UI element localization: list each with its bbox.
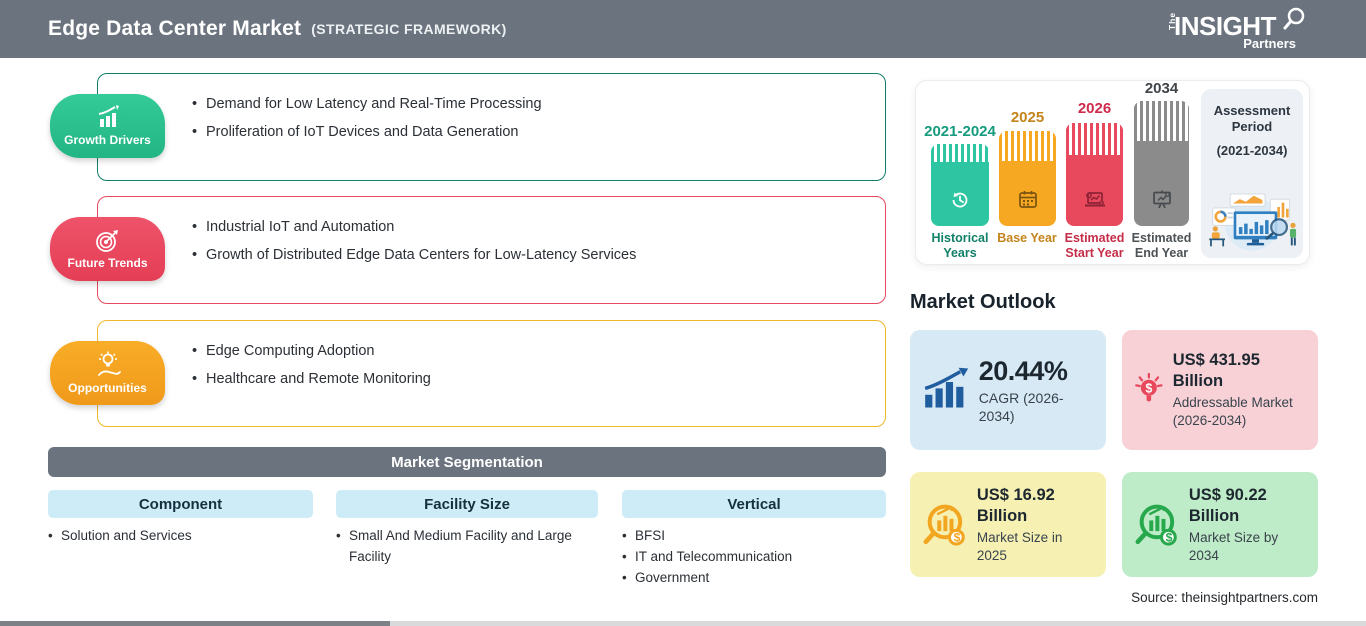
addressable-market-value: US$ 431.95 Billion <box>1172 351 1260 390</box>
horizontal-scrollbar-track[interactable] <box>0 621 1366 626</box>
logo-insight-text: INSIGHT <box>1174 11 1276 41</box>
bar-chart-arrow-icon <box>98 105 119 127</box>
logo-partners-text: Partners <box>1243 36 1296 51</box>
bar-estimated-start-year: $ <box>1066 123 1123 226</box>
bullet-item: Growth of Distributed Edge Data Centers … <box>192 245 636 265</box>
svg-text:$: $ <box>1166 530 1173 544</box>
opportunities-badge: Opportunities <box>50 341 165 405</box>
growth-chart-icon <box>924 367 969 408</box>
assessment-period-panel: Assessment Period (2021-2034) <box>1201 89 1303 258</box>
bar-stripe-cap <box>931 144 989 162</box>
bullet-item: Demand for Low Latency and Real-Time Pro… <box>192 94 542 114</box>
year-base: 2025 <box>1010 109 1045 126</box>
bulb-dollar-icon: $ <box>1135 372 1163 402</box>
assessment-period-range: (2021-2034) <box>1216 143 1288 158</box>
presentation-icon <box>1152 190 1171 209</box>
market-size-2025-card: $ US$ 16.92 Billion Market Size in 2025 <box>910 472 1106 577</box>
bar-base-year <box>999 131 1056 226</box>
market-size-2034-card: $ US$ 90.22 Billion Market Size by 2034 <box>1122 472 1318 577</box>
laptop-chart-icon: $ <box>1084 192 1105 207</box>
opportunities-bullets: Edge Computing Adoption Healthcare and R… <box>192 341 431 397</box>
bar-stripe-cap <box>1066 123 1123 155</box>
svg-text:$: $ <box>1100 201 1103 206</box>
list-item: Solution and Services <box>48 525 318 546</box>
component-items: Solution and Services <box>48 525 318 546</box>
svg-text:$: $ <box>1145 381 1152 395</box>
assessment-period-title: Assessment Period <box>1213 103 1291 134</box>
page-title: Edge Data Center Market <box>48 17 302 40</box>
vertical-items: BFSI IT and Telecommunication Government <box>622 525 886 588</box>
cagr-value: 20.44% <box>978 355 1068 386</box>
market-size-2025-value: US$ 16.92 Billion <box>976 485 1055 525</box>
magnifier-icon <box>1283 7 1305 30</box>
bar-stripe-cap <box>999 131 1056 161</box>
future-trends-bullets: Industrial IoT and Automation Growth of … <box>192 217 636 273</box>
opportunities-label: Opportunities <box>68 381 147 395</box>
cagr-desc: CAGR (2026-2034) <box>978 389 1064 424</box>
market-size-2034-value: US$ 90.22 Billion <box>1188 485 1267 525</box>
label-estimated-end-year: Estimated End Year <box>1131 231 1192 260</box>
bullet-item: Edge Computing Adoption <box>192 341 431 361</box>
year-est-end: 2034 <box>1144 80 1179 97</box>
market-size-2034-desc: Market Size by 2034 <box>1188 529 1279 563</box>
insight-partners-logo: The INSIGHT Partners <box>1160 7 1310 51</box>
year-historical: 2021-2024 <box>924 123 996 140</box>
segment-column-vertical: Vertical <box>622 490 886 518</box>
label-base-year: Base Year <box>997 231 1057 245</box>
list-item: Government <box>622 567 886 588</box>
label-estimated-start-year: Estimated Start Year <box>1064 231 1125 260</box>
addressable-market-desc: Addressable Market (2026-2034) <box>1172 395 1293 428</box>
bar-historical-years <box>931 144 989 226</box>
segment-column-component: Component <box>48 490 313 518</box>
facility-size-items: Small And Medium Facility and Large Faci… <box>336 525 594 567</box>
source-attribution: Source: theinsightpartners.com <box>1131 590 1318 605</box>
label-historical-years: Historical Years <box>931 231 989 260</box>
market-outlook-heading: Market Outlook <box>910 291 1056 313</box>
svg-text:$: $ <box>954 530 961 544</box>
segment-column-facility-size: Facility Size <box>336 490 598 518</box>
addressable-market-card: $ US$ 431.95 Billion Addressable Market … <box>1122 330 1318 450</box>
magnifier-bars-icon: $ <box>1135 504 1177 546</box>
bulb-hand-icon <box>97 351 121 376</box>
header-bar: Edge Data Center Market (STRATEGIC FRAME… <box>0 0 1366 58</box>
target-arrow-icon <box>95 230 118 252</box>
bar-estimated-end-year <box>1134 101 1189 226</box>
bar-stripe-cap <box>1134 101 1189 141</box>
bullet-item: Healthcare and Remote Monitoring <box>192 369 431 389</box>
market-segmentation-title: Market Segmentation <box>391 453 543 471</box>
bullet-item: Proliferation of IoT Devices and Data Ge… <box>192 122 542 142</box>
list-item: IT and Telecommunication <box>622 546 886 567</box>
growth-drivers-label: Growth Drivers <box>64 133 151 147</box>
future-trends-badge: Future Trends <box>50 217 165 281</box>
year-est-start: 2026 <box>1077 100 1112 117</box>
cagr-card: 20.44% CAGR (2026-2034) <box>910 330 1106 450</box>
market-size-2025-desc: Market Size in 2025 <box>976 529 1063 563</box>
magnifier-bars-icon: $ <box>923 504 965 546</box>
timeline-panel: 2021-2024 2025 2026 2034 <box>915 80 1310 265</box>
bullet-item: Industrial IoT and Automation <box>192 217 636 237</box>
horizontal-scrollbar-thumb[interactable] <box>0 621 390 626</box>
analytics-illustration <box>1209 193 1297 251</box>
page-subtitle: (STRATEGIC FRAMEWORK) <box>311 21 507 37</box>
growth-drivers-badge: Growth Drivers <box>50 94 165 158</box>
growth-drivers-bullets: Demand for Low Latency and Real-Time Pro… <box>192 94 542 150</box>
market-segmentation-header: Market Segmentation <box>48 447 886 477</box>
list-item: BFSI <box>622 525 886 546</box>
calendar-icon <box>1018 191 1037 208</box>
future-trends-label: Future Trends <box>67 256 148 270</box>
list-item: Small And Medium Facility and Large Faci… <box>336 525 594 567</box>
history-icon <box>952 192 968 208</box>
